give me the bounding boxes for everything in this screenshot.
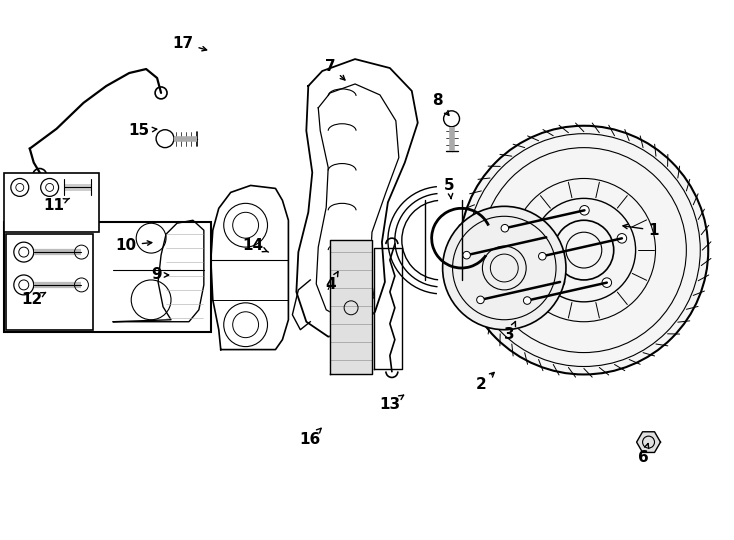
Circle shape <box>463 252 470 259</box>
Text: 7: 7 <box>325 58 345 80</box>
Text: 15: 15 <box>128 123 157 138</box>
Bar <box>4 222 211 332</box>
Text: 4: 4 <box>325 272 338 293</box>
Text: 17: 17 <box>172 36 207 51</box>
Circle shape <box>476 296 484 303</box>
Circle shape <box>501 225 509 232</box>
Text: 8: 8 <box>432 93 449 116</box>
Text: 5: 5 <box>444 178 455 199</box>
Text: 3: 3 <box>504 321 515 342</box>
Circle shape <box>617 234 627 243</box>
Circle shape <box>523 297 531 305</box>
Circle shape <box>539 253 546 260</box>
Text: 6: 6 <box>638 443 649 464</box>
Text: 10: 10 <box>116 238 152 253</box>
Circle shape <box>602 278 611 287</box>
Text: 2: 2 <box>476 373 494 392</box>
Bar <box>6 234 93 330</box>
Text: 12: 12 <box>21 292 46 307</box>
Polygon shape <box>330 240 372 374</box>
Circle shape <box>542 233 551 242</box>
Text: 13: 13 <box>379 395 404 412</box>
Circle shape <box>555 277 564 287</box>
Text: 16: 16 <box>299 428 321 447</box>
Polygon shape <box>636 432 661 453</box>
Text: 1: 1 <box>623 222 659 238</box>
Text: 14: 14 <box>242 238 269 253</box>
Circle shape <box>443 206 566 330</box>
Text: 9: 9 <box>150 267 169 282</box>
Circle shape <box>459 126 708 374</box>
Circle shape <box>580 206 589 215</box>
Bar <box>4 172 99 232</box>
Text: 11: 11 <box>43 198 70 213</box>
